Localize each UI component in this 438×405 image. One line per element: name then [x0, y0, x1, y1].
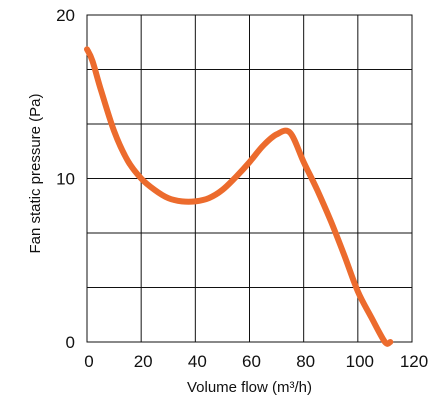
x-tick-label: 40 — [188, 352, 207, 371]
fan-curve-line — [84, 46, 394, 347]
y-tick-label: 20 — [56, 6, 75, 25]
x-tick-label: 100 — [346, 352, 374, 371]
x-axis-title: Volume flow (m³/h) — [187, 379, 312, 396]
x-tick-label: 120 — [400, 352, 428, 371]
x-tick-label: 20 — [134, 352, 153, 371]
y-tick-labels: 0 10 20 — [56, 6, 75, 352]
series-line-group — [84, 46, 394, 347]
x-tick-label: 80 — [296, 352, 315, 371]
grid — [86, 14, 413, 343]
y-axis-title: Fan static pressure (Pa) — [27, 93, 44, 253]
y-tick-label: 10 — [56, 170, 75, 189]
x-tick-label: 0 — [84, 352, 93, 371]
x-tick-labels: 0 20 40 60 80 100 120 — [84, 352, 428, 371]
x-tick-label: 60 — [242, 352, 261, 371]
plot-frame — [86, 14, 413, 343]
y-tick-label: 0 — [66, 333, 75, 352]
